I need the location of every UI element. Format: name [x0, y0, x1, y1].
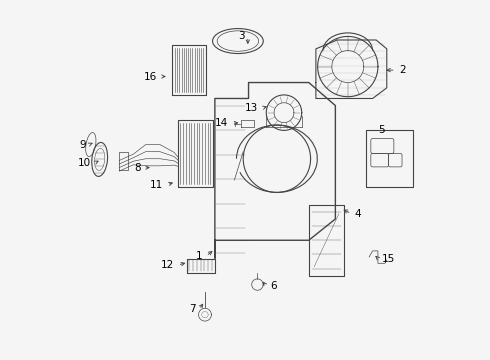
Text: 7: 7: [189, 304, 196, 314]
Text: 16: 16: [144, 72, 157, 81]
Text: 11: 11: [150, 180, 164, 190]
Text: 5: 5: [378, 125, 385, 135]
Text: 4: 4: [355, 209, 362, 219]
Text: 2: 2: [399, 65, 406, 75]
Text: 1: 1: [196, 251, 202, 261]
Text: 3: 3: [238, 31, 245, 41]
Text: 13: 13: [245, 103, 258, 113]
Text: 14: 14: [215, 118, 228, 128]
Text: 9: 9: [79, 140, 85, 149]
Text: 12: 12: [161, 260, 174, 270]
Text: 8: 8: [134, 163, 141, 172]
Text: 15: 15: [382, 254, 395, 264]
Text: 6: 6: [270, 281, 276, 291]
Text: 10: 10: [78, 158, 91, 168]
